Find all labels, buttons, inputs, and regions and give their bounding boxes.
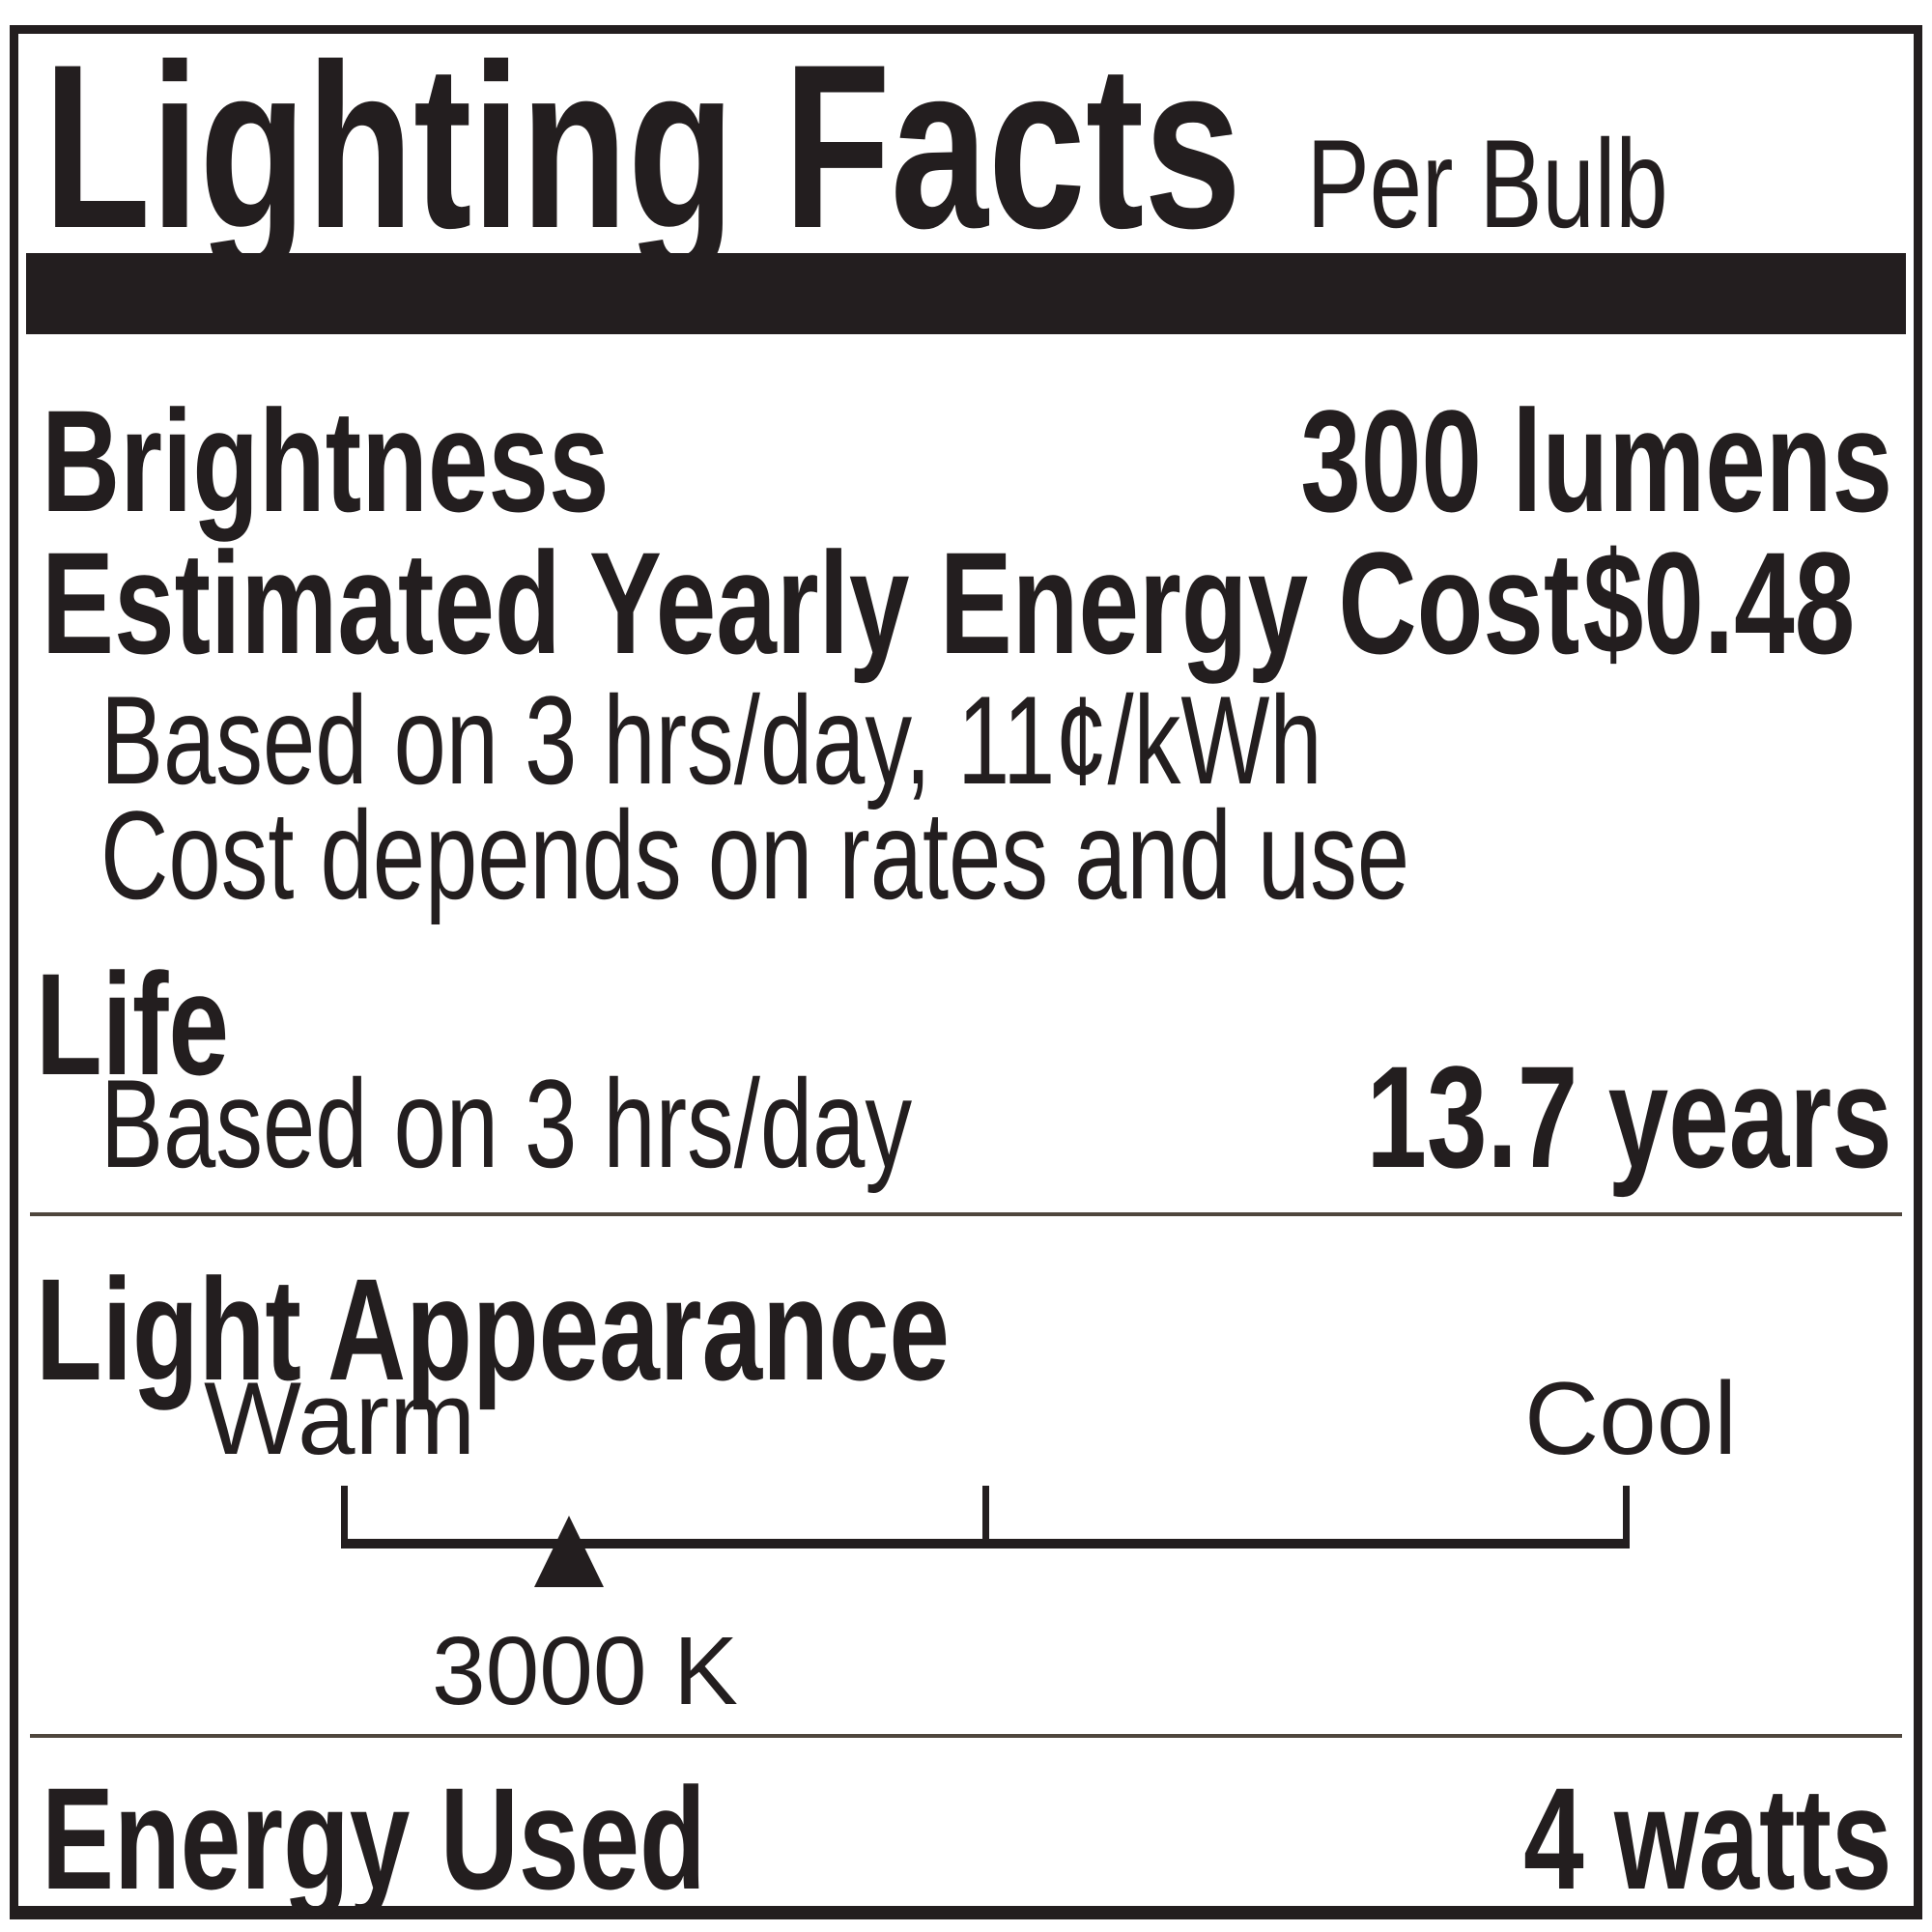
life-row: Based on 3 hrs/day 13.7 years xyxy=(18,1044,1892,1199)
life-value: 13.7 years xyxy=(1366,1036,1892,1198)
per-bulb-note: Per Bulb xyxy=(1306,113,1668,254)
brightness-row: Brightness 300 lumens xyxy=(42,388,1892,533)
brightness-value: 300 lumens xyxy=(1300,380,1892,542)
scale-tick-middle xyxy=(982,1486,989,1548)
section-divider-energy-used xyxy=(30,1734,1902,1738)
energy-cost-value: $0.48 xyxy=(1582,522,1856,684)
scale-tick-right xyxy=(1623,1486,1630,1548)
brightness-label: Brightness xyxy=(42,380,610,542)
energy-cost-label: Estimated Yearly Energy Cost xyxy=(42,522,1580,684)
light-appearance-label: Light Appearance xyxy=(36,1248,950,1410)
energy-cost-note-basis: Based on 3 hrs/day, 11¢/kWh xyxy=(100,669,1322,810)
page-title: Lighting Facts xyxy=(43,16,1242,277)
section-divider-light-appearance xyxy=(30,1212,1902,1216)
energy-used-row: Energy Used 4 watts xyxy=(42,1766,1892,1911)
cct-value: 3000 K xyxy=(432,1617,738,1725)
title-divider-bar xyxy=(26,253,1906,334)
life-basis-label: Based on 3 hrs/day xyxy=(100,1053,913,1194)
scale-tick-left xyxy=(341,1486,348,1548)
life-label: Life xyxy=(36,943,230,1105)
title-row: Lighting Facts Per Bulb xyxy=(43,30,1668,264)
energy-used-label: Energy Used xyxy=(42,1757,706,1919)
energy-cost-note-rates: Cost depends on rates and use xyxy=(100,784,1410,925)
cct-marker-triangle-icon xyxy=(534,1516,604,1587)
scale-cool-label: Cool xyxy=(1523,1360,1737,1476)
energy-cost-row: Estimated Yearly Energy Cost $0.48 xyxy=(42,530,1855,675)
energy-used-value: 4 watts xyxy=(1523,1757,1892,1919)
lighting-facts-label: Lighting Facts Per Bulb Brightness 300 lu… xyxy=(10,25,1922,1919)
scale-warm-label: Warm xyxy=(204,1360,476,1476)
